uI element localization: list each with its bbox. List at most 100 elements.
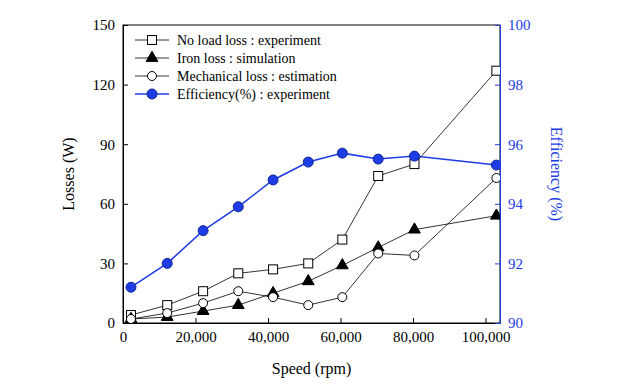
tick-label: 96 bbox=[508, 137, 524, 153]
marker bbox=[337, 148, 347, 158]
marker bbox=[234, 269, 243, 278]
legend: No load loss : experiment Iron loss : sim… bbox=[135, 33, 337, 103]
marker bbox=[233, 202, 243, 212]
legend-marker bbox=[148, 72, 157, 81]
marker bbox=[126, 315, 135, 323]
tick-label: 60,000 bbox=[320, 329, 361, 345]
legend-marker bbox=[148, 36, 157, 45]
legend-item: No load loss : experiment bbox=[135, 33, 321, 48]
series-line bbox=[131, 178, 496, 319]
marker bbox=[199, 287, 208, 296]
marker bbox=[409, 151, 419, 161]
tick-mark bbox=[486, 318, 487, 323]
tick-label: 100,000 bbox=[462, 329, 511, 345]
tick: 90 bbox=[495, 315, 523, 331]
y-axis: 0 30 60 90 120 150 bbox=[93, 17, 129, 331]
marker bbox=[410, 251, 419, 260]
tick-label: 120 bbox=[93, 77, 116, 93]
tick-mark bbox=[123, 85, 128, 86]
marker bbox=[492, 66, 500, 75]
marker bbox=[491, 160, 500, 170]
y2-axis-title: Efficiency (%) bbox=[547, 127, 565, 221]
x-axis-title: Speed (rpm) bbox=[272, 360, 352, 378]
marker bbox=[492, 173, 500, 182]
tick-label: 92 bbox=[508, 256, 523, 272]
tick: 100,000 bbox=[462, 318, 511, 345]
tick: 94 bbox=[495, 196, 524, 212]
legend-label: Iron loss : simulation bbox=[177, 51, 296, 66]
marker bbox=[373, 154, 383, 164]
tick-mark bbox=[123, 323, 128, 324]
tick: 60 bbox=[100, 196, 128, 212]
legend-item: Efficiency(%) : experiment bbox=[135, 87, 330, 103]
marker bbox=[198, 226, 208, 236]
marker bbox=[374, 171, 383, 180]
tick: 100 bbox=[495, 17, 531, 33]
legend-item: Iron loss : simulation bbox=[135, 51, 296, 66]
tick-label: 30 bbox=[100, 256, 115, 272]
tick-label: 0 bbox=[120, 329, 128, 345]
tick: 96 bbox=[495, 137, 524, 153]
tick-mark bbox=[123, 144, 128, 145]
y2-axis: 90 92 94 96 98 100 bbox=[495, 17, 531, 331]
marker bbox=[302, 274, 314, 284]
tick-label: 90 bbox=[100, 137, 115, 153]
tick: 92 bbox=[495, 256, 523, 272]
marker bbox=[303, 157, 313, 167]
tick-mark bbox=[123, 25, 128, 26]
tick: 80,000 bbox=[393, 318, 434, 345]
tick-label: 40,000 bbox=[248, 329, 289, 345]
tick: 150 bbox=[93, 17, 129, 33]
x-axis-line bbox=[124, 323, 501, 324]
tick-label: 150 bbox=[93, 17, 116, 33]
tick: 60,000 bbox=[320, 318, 361, 345]
tick-label: 0 bbox=[108, 315, 116, 331]
series bbox=[126, 173, 500, 323]
legend-item: Mechanical loss : estimation bbox=[135, 69, 337, 84]
marker bbox=[336, 259, 348, 269]
legend-label: Efficiency(%) : experiment bbox=[177, 87, 330, 103]
marker bbox=[338, 235, 347, 244]
tick-label: 80,000 bbox=[393, 329, 434, 345]
tick-mark bbox=[495, 85, 500, 86]
marker bbox=[269, 293, 278, 302]
marker bbox=[304, 301, 313, 310]
data-layer bbox=[125, 66, 500, 323]
tick-label: 94 bbox=[508, 196, 524, 212]
legend-label: No load loss : experiment bbox=[177, 33, 321, 48]
tick-mark bbox=[196, 318, 197, 323]
marker bbox=[234, 287, 243, 296]
series-line bbox=[131, 153, 496, 287]
marker bbox=[163, 309, 172, 318]
tick-mark bbox=[495, 144, 500, 145]
y-axis-line bbox=[123, 26, 124, 324]
tick: 90 bbox=[100, 137, 128, 153]
tick: 98 bbox=[495, 77, 523, 93]
marker bbox=[304, 259, 313, 268]
y-axis-title: Losses (W) bbox=[60, 137, 78, 210]
marker bbox=[269, 265, 278, 274]
plot-frame bbox=[123, 25, 500, 323]
legend-label: Mechanical loss : estimation bbox=[177, 69, 337, 84]
y2-axis-line bbox=[500, 26, 501, 324]
tick-mark bbox=[495, 204, 500, 205]
marker bbox=[490, 209, 500, 219]
tick-mark bbox=[413, 318, 414, 323]
tick: 120 bbox=[93, 77, 129, 93]
marker bbox=[126, 282, 136, 292]
tick-label: 98 bbox=[508, 77, 523, 93]
x-axis: 0 20,000 40,000 60,000 80,000 100,000 bbox=[120, 318, 511, 345]
tick-label: 90 bbox=[508, 315, 523, 331]
marker bbox=[199, 299, 208, 308]
tick-mark bbox=[495, 263, 500, 264]
legend-marker bbox=[147, 89, 157, 99]
tick-label: 60 bbox=[100, 196, 115, 212]
tick-label: 100 bbox=[508, 17, 531, 33]
tick-label: 20,000 bbox=[175, 329, 216, 345]
marker bbox=[162, 258, 172, 268]
tick-mark bbox=[123, 263, 128, 264]
tick: 30 bbox=[100, 256, 128, 272]
marker bbox=[232, 298, 244, 308]
tick: 40,000 bbox=[248, 318, 289, 345]
marker bbox=[268, 175, 278, 185]
